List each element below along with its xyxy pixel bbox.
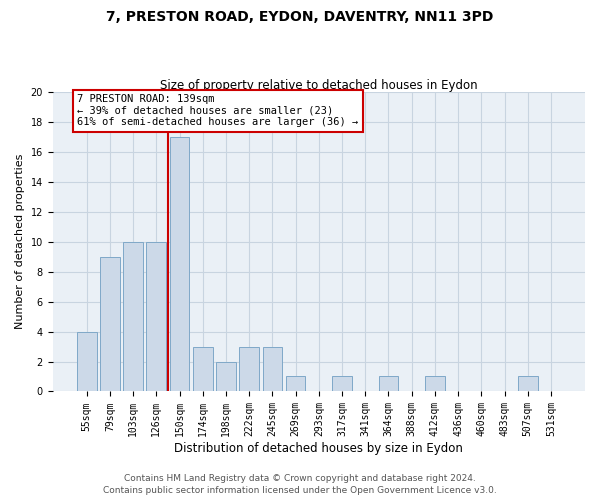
Text: Contains HM Land Registry data © Crown copyright and database right 2024.
Contai: Contains HM Land Registry data © Crown c… [103,474,497,495]
X-axis label: Distribution of detached houses by size in Eydon: Distribution of detached houses by size … [175,442,463,455]
Title: Size of property relative to detached houses in Eydon: Size of property relative to detached ho… [160,79,478,92]
Bar [100,256,120,392]
Bar [193,346,212,392]
Bar [216,362,236,392]
Bar [263,346,282,392]
Bar [518,376,538,392]
Bar [77,332,97,392]
Bar [170,137,190,392]
Bar [146,242,166,392]
Bar [123,242,143,392]
Text: 7 PRESTON ROAD: 139sqm
← 39% of detached houses are smaller (23)
61% of semi-det: 7 PRESTON ROAD: 139sqm ← 39% of detached… [77,94,359,128]
Text: 7, PRESTON ROAD, EYDON, DAVENTRY, NN11 3PD: 7, PRESTON ROAD, EYDON, DAVENTRY, NN11 3… [106,10,494,24]
Bar [239,346,259,392]
Bar [379,376,398,392]
Y-axis label: Number of detached properties: Number of detached properties [15,154,25,330]
Bar [425,376,445,392]
Bar [332,376,352,392]
Bar [286,376,305,392]
